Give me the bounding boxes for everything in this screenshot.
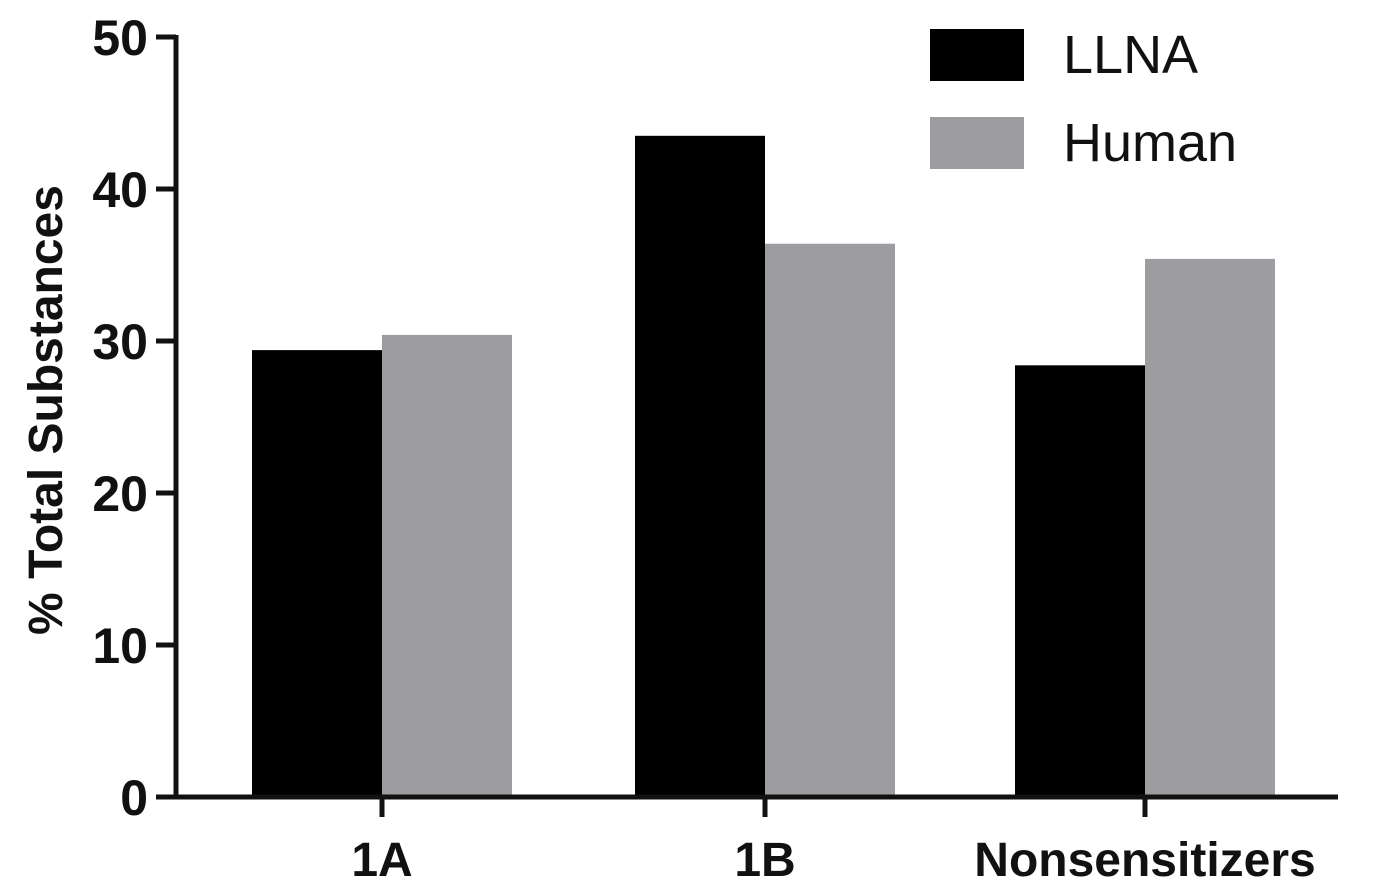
legend-label-llna: LLNA (1063, 25, 1198, 85)
x-category-label: Nonsensitizers (974, 834, 1315, 887)
x-category-label: 1B (734, 834, 795, 887)
bar-human-1b (765, 243, 895, 798)
y-ticks-group: 0 10 20 30 40 50 (92, 10, 176, 826)
x-category-label: 1A (351, 834, 412, 887)
bars-group (252, 135, 1275, 798)
bar-llna-1b (635, 135, 765, 798)
legend-label-human: Human (1063, 113, 1237, 173)
y-tick-label: 0 (120, 770, 148, 826)
bar-human-nonsensitizers (1145, 258, 1275, 797)
legend-swatch-human (930, 117, 1024, 169)
bar-human-1a (382, 334, 512, 797)
bar-llna-1a (252, 350, 382, 797)
y-tick-label: 40 (92, 162, 148, 218)
y-tick-label: 20 (92, 466, 148, 522)
y-tick-label: 50 (92, 10, 148, 66)
y-axis-title: % Total Substances (20, 185, 73, 635)
y-tick-label: 30 (92, 314, 148, 370)
y-tick-label: 10 (92, 618, 148, 674)
legend-swatch-llna (930, 29, 1024, 81)
x-ticks-group: 1A 1B Nonsensitizers (351, 797, 1316, 887)
legend: LLNA Human (930, 25, 1237, 173)
bar-llna-nonsensitizers (1015, 365, 1145, 797)
